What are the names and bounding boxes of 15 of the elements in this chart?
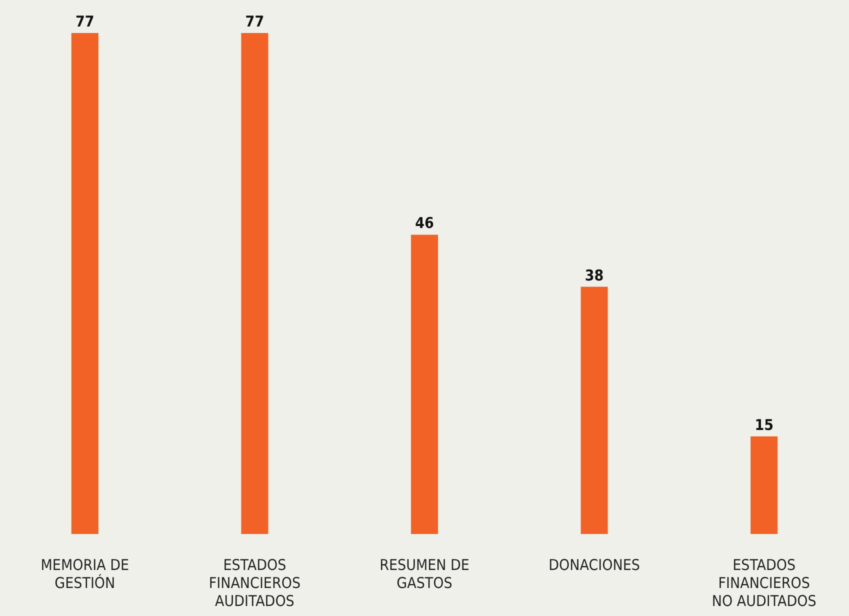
x-tick-label: ESTADOS FINANCIEROS NO AUDITADOS [712, 556, 816, 610]
x-tick-label: RESUMEN DE GASTOS [380, 556, 470, 592]
bar [241, 33, 268, 534]
bar [71, 33, 98, 534]
bar [411, 234, 438, 534]
bar [580, 286, 608, 534]
data-label: 38 [584, 266, 604, 284]
data-label: 15 [754, 416, 774, 434]
data-label: 77 [76, 12, 94, 30]
bar [750, 436, 778, 534]
data-label: 77 [245, 12, 264, 30]
x-tick-label: DONACIONES [548, 556, 640, 574]
x-tick-label: ESTADOS FINANCIEROS AUDITADOS [208, 556, 301, 610]
x-tick-label: MEMORIA DE GESTIÓN [40, 556, 130, 592]
data-label: 46 [415, 214, 434, 232]
